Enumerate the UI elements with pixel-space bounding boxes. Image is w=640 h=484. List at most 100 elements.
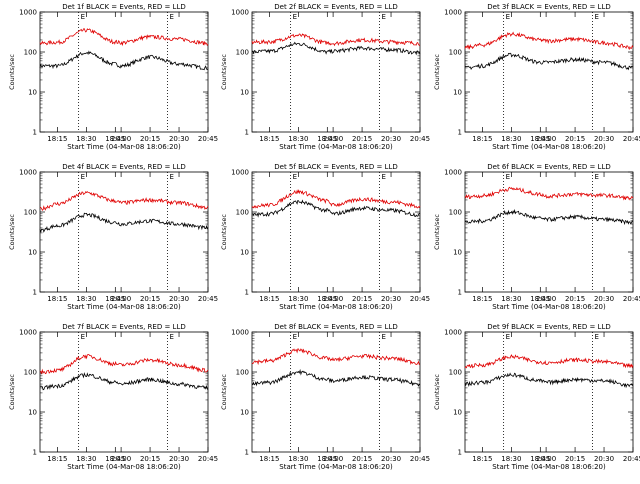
y-axis-label: Counts/sec bbox=[433, 374, 441, 410]
x-tick-label: 20:15 bbox=[352, 295, 372, 303]
y-tick-label: 1000 bbox=[444, 9, 462, 17]
x-tick-label: 18:15 bbox=[259, 295, 279, 303]
panel-6: Det 6f BLACK = Events, RED = LLD 1 10 100 10… bbox=[433, 163, 640, 311]
x-tick-label: 20:15 bbox=[140, 295, 160, 303]
plot-frame bbox=[39, 171, 209, 293]
x-tick-label: 20:45 bbox=[623, 455, 640, 463]
x-tick-label: 20:15 bbox=[565, 455, 585, 463]
x-tick-label: 20:45 bbox=[410, 295, 430, 303]
event-marker-label: E bbox=[81, 333, 85, 341]
y-tick-label: 1 bbox=[33, 129, 37, 137]
x-tick-label: 18:45 bbox=[530, 295, 550, 303]
x-tick-label: 18:45 bbox=[530, 135, 550, 143]
x-tick-label: 20:00 bbox=[111, 455, 131, 463]
panel-title: Det 2f BLACK = Events, RED = LLD bbox=[274, 3, 397, 11]
x-tick-label: 18:30 bbox=[501, 455, 521, 463]
x-tick-label: 20:00 bbox=[536, 295, 556, 303]
y-tick-label: 1000 bbox=[231, 169, 249, 177]
x-tick-label: 18:45 bbox=[530, 455, 550, 463]
x-axis-label: Start Time (04-Mar-08 18:06:20) bbox=[67, 143, 181, 151]
y-tick-label: 100 bbox=[24, 209, 37, 217]
y-tick-label: 10 bbox=[28, 409, 37, 417]
x-tick-label: 18:15 bbox=[472, 455, 492, 463]
y-tick-label: 100 bbox=[236, 369, 249, 377]
panel-title: Det 9f BLACK = Events, RED = LLD bbox=[487, 323, 610, 331]
event-marker-label: E bbox=[506, 333, 510, 341]
event-marker-label: E bbox=[381, 333, 385, 341]
x-tick-label: 20:30 bbox=[381, 455, 401, 463]
series-line-lld bbox=[39, 191, 209, 211]
series-line-events bbox=[464, 52, 634, 71]
series-line-lld bbox=[251, 348, 421, 366]
panel-3: Det 3f BLACK = Events, RED = LLD 1 10 100 10… bbox=[433, 3, 640, 151]
series-line-events bbox=[251, 368, 421, 387]
panel-title: Det 1f BLACK = Events, RED = LLD bbox=[62, 3, 185, 11]
x-tick-label: 18:30 bbox=[288, 295, 308, 303]
x-tick-label: 18:15 bbox=[47, 455, 67, 463]
event-marker-label: E bbox=[506, 13, 510, 21]
x-tick-label: 20:30 bbox=[169, 135, 189, 143]
series-line-lld bbox=[464, 31, 634, 51]
x-tick-label: 20:15 bbox=[352, 455, 372, 463]
x-tick-label: 18:15 bbox=[47, 135, 67, 143]
y-tick-label: 10 bbox=[453, 409, 462, 417]
y-tick-label: 10 bbox=[240, 409, 249, 417]
series-line-events bbox=[251, 199, 421, 218]
x-tick-label: 18:45 bbox=[105, 135, 125, 143]
y-tick-label: 100 bbox=[449, 209, 462, 217]
y-tick-label: 1000 bbox=[19, 329, 37, 337]
y-tick-label: 1 bbox=[458, 129, 462, 137]
x-axis-label: Start Time (04-Mar-08 18:06:20) bbox=[67, 463, 181, 471]
event-marker-label: E bbox=[506, 173, 510, 181]
panel-9: Det 9f BLACK = Events, RED = LLD 1 10 100 10… bbox=[433, 323, 640, 471]
plot-frame bbox=[464, 171, 634, 293]
y-tick-label: 1000 bbox=[231, 9, 249, 17]
panel-title: Det 7f BLACK = Events, RED = LLD bbox=[62, 323, 185, 331]
y-axis-label: Counts/sec bbox=[220, 54, 228, 90]
x-axis-label: Start Time (04-Mar-08 18:06:20) bbox=[279, 463, 393, 471]
x-tick-label: 20:45 bbox=[410, 135, 430, 143]
x-tick-label: 18:15 bbox=[259, 135, 279, 143]
y-axis-label: Counts/sec bbox=[8, 54, 16, 90]
y-tick-label: 100 bbox=[449, 369, 462, 377]
plot-frame bbox=[251, 11, 421, 133]
y-axis-label: Counts/sec bbox=[433, 54, 441, 90]
x-axis-label: Start Time (04-Mar-08 18:06:20) bbox=[492, 463, 606, 471]
x-tick-label: 20:45 bbox=[410, 455, 430, 463]
panel-title: Det 8f BLACK = Events, RED = LLD bbox=[274, 323, 397, 331]
event-marker-label: E bbox=[381, 173, 385, 181]
x-tick-label: 18:45 bbox=[105, 295, 125, 303]
y-tick-label: 1 bbox=[458, 289, 462, 297]
y-tick-label: 10 bbox=[453, 249, 462, 257]
y-tick-label: 10 bbox=[453, 89, 462, 97]
y-tick-label: 1000 bbox=[444, 169, 462, 177]
plot-frame bbox=[464, 331, 634, 453]
x-tick-label: 20:45 bbox=[198, 295, 218, 303]
plot-frame bbox=[39, 331, 209, 453]
event-marker-label: E bbox=[81, 173, 85, 181]
y-axis-label: Counts/sec bbox=[220, 374, 228, 410]
event-marker-label: E bbox=[594, 173, 598, 181]
x-axis-label: Start Time (04-Mar-08 18:06:20) bbox=[279, 303, 393, 311]
y-tick-label: 10 bbox=[28, 249, 37, 257]
x-tick-label: 18:30 bbox=[76, 295, 96, 303]
panel-7: Det 7f BLACK = Events, RED = LLD 1 10 100 10… bbox=[8, 323, 218, 471]
series-line-events bbox=[39, 372, 209, 391]
y-tick-label: 1 bbox=[245, 129, 249, 137]
y-tick-label: 1000 bbox=[19, 169, 37, 177]
series-line-events bbox=[252, 41, 421, 56]
x-tick-label: 20:30 bbox=[169, 455, 189, 463]
x-tick-label: 18:15 bbox=[472, 295, 492, 303]
x-tick-label: 20:00 bbox=[323, 295, 343, 303]
x-tick-label: 20:45 bbox=[198, 135, 218, 143]
plot-frame bbox=[251, 171, 421, 293]
x-tick-label: 20:30 bbox=[169, 295, 189, 303]
x-tick-label: 18:15 bbox=[259, 455, 279, 463]
x-tick-label: 18:30 bbox=[288, 135, 308, 143]
x-tick-label: 18:30 bbox=[76, 455, 96, 463]
panel-5: Det 5f BLACK = Events, RED = LLD 1 10 100 10… bbox=[220, 163, 430, 311]
y-axis-label: Counts/sec bbox=[220, 214, 228, 250]
x-tick-label: 20:00 bbox=[111, 295, 131, 303]
panel-title: Det 6f BLACK = Events, RED = LLD bbox=[487, 163, 610, 171]
